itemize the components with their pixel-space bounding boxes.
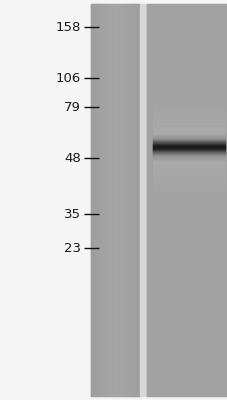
Text: 79: 79 [64, 101, 81, 114]
Text: 106: 106 [55, 72, 81, 84]
Text: 35: 35 [64, 208, 81, 220]
Text: 158: 158 [55, 21, 81, 34]
Text: 48: 48 [64, 152, 81, 164]
Text: 23: 23 [64, 242, 81, 254]
